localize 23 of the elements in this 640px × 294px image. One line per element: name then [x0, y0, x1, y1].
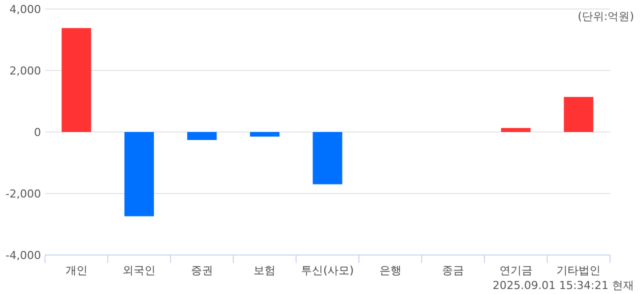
bar	[564, 96, 594, 132]
y-tick-label: 2,000	[10, 64, 41, 78]
y-tick-label: -2,000	[6, 188, 41, 200]
x-tick-label: 종금	[442, 264, 464, 277]
x-tick-label: 은행	[379, 264, 402, 277]
annotation: (단위:억원)	[578, 10, 634, 23]
bar	[501, 128, 531, 132]
x-tick-label: 개인	[65, 264, 88, 277]
x-tick-label: 증권	[190, 264, 213, 277]
bar	[250, 132, 280, 137]
bar	[312, 132, 342, 184]
x-tick-label: 외국인	[122, 264, 156, 277]
bar	[187, 132, 217, 140]
bar	[124, 132, 154, 216]
x-tick-label: 투신(사모)	[301, 264, 354, 277]
y-tick-label: 0	[34, 126, 41, 139]
x-tick-label: 연기금	[499, 264, 532, 277]
y-tick-label: 4,000	[10, 3, 41, 16]
text: 2025.09.01 15:34:21 현재	[492, 279, 634, 292]
y-tick-label: -4,000	[6, 249, 41, 262]
x-tick-label: 보험	[254, 264, 276, 277]
x-tick-label: 기타법인	[556, 264, 601, 277]
bar	[62, 28, 92, 132]
